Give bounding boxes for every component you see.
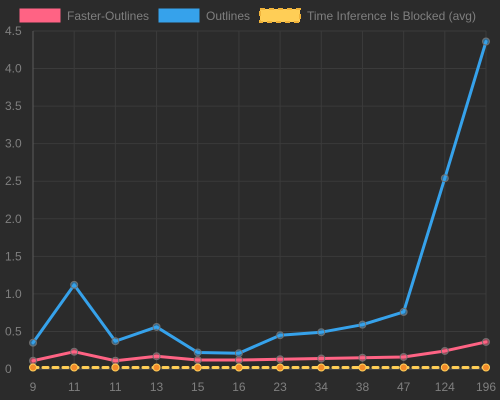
legend-label: Faster-Outlines (67, 9, 149, 23)
data-point[interactable] (193, 363, 202, 372)
data-point[interactable] (234, 363, 243, 372)
legend: Faster-Outlines Outlines Time Inference Is… (19, 8, 476, 23)
series-outlines (29, 37, 490, 358)
data-point[interactable] (440, 363, 449, 372)
series-line-outlines (31, 40, 488, 355)
legend-swatch (259, 8, 301, 23)
data-point[interactable] (29, 363, 37, 372)
data-point[interactable] (234, 355, 243, 364)
legend-swatch (158, 8, 200, 23)
x-tick-label: 38 (356, 380, 370, 394)
y-tick-label: 4.5 (5, 24, 22, 38)
y-tick-label: 2.5 (5, 174, 22, 188)
x-tick-label: 13 (150, 380, 164, 394)
data-point[interactable] (399, 352, 408, 361)
data-point[interactable] (193, 355, 202, 364)
data-point[interactable] (276, 331, 285, 340)
x-tick-label: 124 (435, 380, 455, 394)
data-point[interactable] (29, 356, 37, 365)
legend-item-outlines[interactable]: Outlines (158, 8, 250, 23)
y-tick-label: 0.5 (5, 324, 22, 338)
data-point[interactable] (193, 348, 202, 357)
data-point[interactable] (482, 363, 490, 372)
data-point[interactable] (152, 352, 161, 361)
data-point[interactable] (276, 355, 285, 364)
data-point[interactable] (234, 349, 243, 358)
data-point[interactable] (70, 363, 79, 372)
data-point[interactable] (317, 354, 326, 363)
x-tick-label: 23 (273, 380, 287, 394)
grid (32, 30, 487, 370)
data-point[interactable] (358, 320, 367, 329)
y-tick-label: 0 (5, 362, 12, 376)
series-line-faster-outlines (31, 340, 488, 363)
series-faster-outlines (29, 337, 490, 365)
data-point[interactable] (276, 363, 285, 372)
data-point[interactable] (111, 337, 120, 346)
y-tick-label: 2.0 (5, 212, 22, 226)
x-tick-label: 9 (30, 380, 37, 394)
legend-item-time-inference-is-blocked-avg[interactable]: Time Inference Is Blocked (avg) (259, 8, 476, 23)
data-point[interactable] (70, 280, 79, 289)
data-point[interactable] (317, 363, 326, 372)
legend-label: Outlines (206, 9, 250, 23)
legend-item-faster-outlines[interactable]: Faster-Outlines (19, 8, 149, 23)
data-point[interactable] (440, 174, 449, 183)
y-tick-label: 1.5 (5, 249, 22, 263)
data-point[interactable] (317, 328, 326, 337)
y-tick-label: 3.0 (5, 137, 22, 151)
y-tick-label: 1.0 (5, 287, 22, 301)
data-point[interactable] (152, 322, 161, 331)
axes: 0 0.5 1.0 1.5 2.0 2.5 3.0 3.5 4.0 4.5 9 11 11 13 15 16 2… (5, 24, 496, 394)
data-point[interactable] (152, 363, 161, 372)
data-point[interactable] (111, 356, 120, 365)
data-point[interactable] (29, 338, 37, 347)
data-point[interactable] (482, 37, 490, 46)
x-tick-label: 34 (315, 380, 329, 394)
y-tick-label: 4.0 (5, 62, 22, 76)
series-time-inference-is-blocked-avg (29, 363, 490, 372)
x-tick-label: 11 (109, 380, 122, 394)
data-point[interactable] (358, 363, 367, 372)
data-point[interactable] (440, 346, 449, 355)
data-point[interactable] (482, 337, 490, 346)
data-point[interactable] (70, 347, 79, 356)
legend-swatch (19, 8, 61, 23)
x-tick-label: 47 (397, 380, 411, 394)
data-point[interactable] (111, 363, 120, 372)
y-tick-label: 3.5 (5, 99, 22, 113)
data-point[interactable] (399, 307, 408, 316)
x-tick-label: 16 (232, 380, 246, 394)
data-point[interactable] (358, 353, 367, 362)
data-point[interactable] (399, 363, 408, 372)
x-tick-label: 11 (68, 380, 81, 394)
x-tick-label: 196 (476, 380, 496, 394)
x-tick-label: 15 (191, 380, 205, 394)
legend-label: Time Inference Is Blocked (avg) (307, 9, 476, 23)
series-layer (29, 37, 490, 372)
